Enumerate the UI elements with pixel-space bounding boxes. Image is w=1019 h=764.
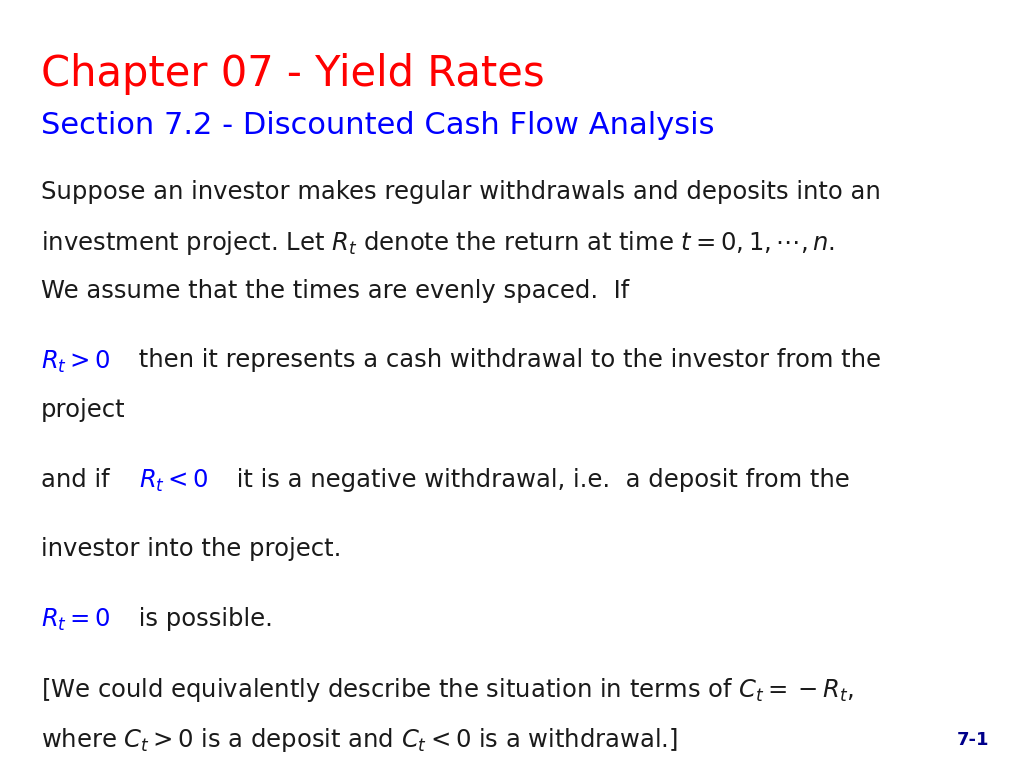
Text: investor into the project.: investor into the project. <box>41 537 340 561</box>
Text: 7-1: 7-1 <box>956 730 988 749</box>
Text: where $C_t > 0$ is a deposit and $C_t < 0$ is a withdrawal.]: where $C_t > 0$ is a deposit and $C_t < … <box>41 726 678 754</box>
Text: We assume that the times are evenly spaced.  If: We assume that the times are evenly spac… <box>41 279 629 303</box>
Text: it is a negative withdrawal, i.e.  a deposit from the: it is a negative withdrawal, i.e. a depo… <box>229 468 850 491</box>
Text: investment project. Let $R_t$ denote the return at time $t = 0, 1, \cdots , n.$: investment project. Let $R_t$ denote the… <box>41 229 834 257</box>
Text: [We could equivalently describe the situation in terms of $C_t = -R_t$,: [We could equivalently describe the situ… <box>41 676 853 704</box>
Text: $R_t > 0$: $R_t > 0$ <box>41 348 110 374</box>
Text: Suppose an investor makes regular withdrawals and deposits into an: Suppose an investor makes regular withdr… <box>41 180 879 203</box>
Text: then it represents a cash withdrawal to the investor from the: then it represents a cash withdrawal to … <box>130 348 880 372</box>
Text: Section 7.2 - Discounted Cash Flow Analysis: Section 7.2 - Discounted Cash Flow Analy… <box>41 111 713 140</box>
Text: project: project <box>41 398 125 422</box>
Text: and if: and if <box>41 468 117 491</box>
Text: is possible.: is possible. <box>130 607 272 630</box>
Text: $R_t = 0$: $R_t = 0$ <box>41 607 110 633</box>
Text: $R_t < 0$: $R_t < 0$ <box>140 468 209 494</box>
Text: Chapter 07 - Yield Rates: Chapter 07 - Yield Rates <box>41 53 544 96</box>
